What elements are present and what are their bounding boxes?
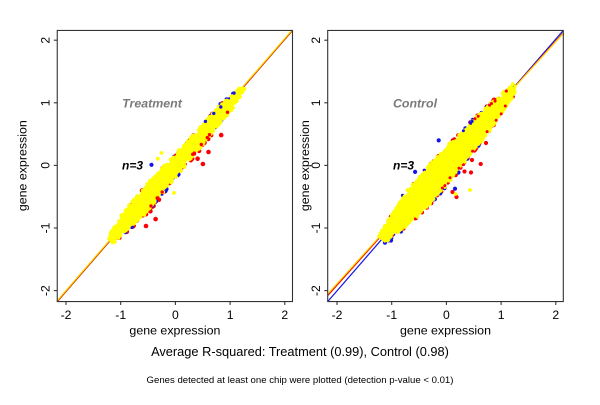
svg-text:-1: -1 <box>38 222 52 233</box>
svg-text:0: 0 <box>309 162 323 169</box>
svg-text:1: 1 <box>309 99 323 106</box>
svg-text:-1: -1 <box>386 308 397 322</box>
svg-text:Control: Control <box>393 97 438 111</box>
svg-text:-1: -1 <box>309 222 323 233</box>
svg-text:gene expression: gene expression <box>129 324 220 338</box>
svg-text:n=3: n=3 <box>122 159 143 173</box>
svg-text:-1: -1 <box>115 308 126 322</box>
svg-text:-2: -2 <box>332 308 343 322</box>
svg-text:Genes detected at least one ch: Genes detected at least one chip were pl… <box>147 375 454 386</box>
svg-text:gene expression: gene expression <box>16 120 30 211</box>
svg-text:gene expression: gene expression <box>298 120 312 211</box>
svg-text:2: 2 <box>281 308 288 322</box>
svg-text:1: 1 <box>498 308 505 322</box>
svg-text:Treatment: Treatment <box>122 97 183 111</box>
svg-text:1: 1 <box>227 308 234 322</box>
svg-text:-2: -2 <box>309 285 323 296</box>
svg-text:0: 0 <box>38 162 52 169</box>
svg-text:2: 2 <box>38 37 52 44</box>
svg-text:-2: -2 <box>38 285 52 296</box>
svg-text:0: 0 <box>443 308 450 322</box>
svg-text:1: 1 <box>38 99 52 106</box>
svg-text:2: 2 <box>309 37 323 44</box>
svg-text:n=3: n=3 <box>393 159 414 173</box>
svg-text:Average R-squared: Treatment (: Average R-squared: Treatment (0.99), Con… <box>151 344 449 359</box>
svg-text:0: 0 <box>172 308 179 322</box>
svg-text:gene expression: gene expression <box>400 324 491 338</box>
svg-text:-2: -2 <box>61 308 72 322</box>
svg-text:2: 2 <box>552 308 559 322</box>
